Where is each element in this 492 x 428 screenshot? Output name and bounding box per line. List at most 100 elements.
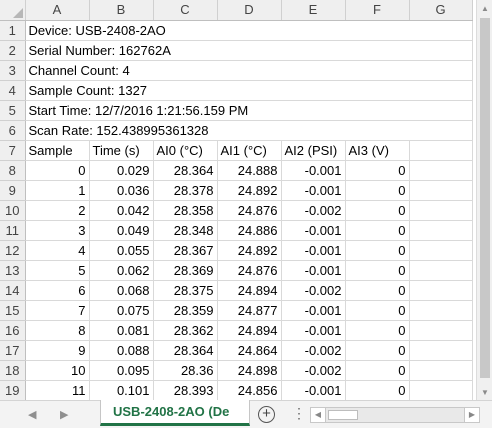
column-header-f[interactable]: F: [345, 0, 410, 21]
cell[interactable]: 4: [25, 240, 90, 261]
cell[interactable]: 0.029: [89, 160, 154, 181]
row-header[interactable]: 7: [0, 140, 26, 161]
cell[interactable]: 0: [345, 380, 410, 400]
cell[interactable]: -0.002: [281, 200, 346, 221]
cell[interactable]: 24.876: [217, 200, 282, 221]
cell[interactable]: 24.877: [217, 300, 282, 321]
horizontal-scroll-track[interactable]: [326, 407, 464, 423]
cell[interactable]: 0: [345, 320, 410, 341]
row-header[interactable]: 18: [0, 360, 26, 381]
cell[interactable]: -0.001: [281, 180, 346, 201]
cell[interactable]: [345, 40, 409, 61]
cell[interactable]: 28.364: [153, 160, 218, 181]
row-header[interactable]: 4: [0, 80, 26, 101]
cell[interactable]: -0.001: [281, 320, 346, 341]
cell[interactable]: 28.36: [153, 360, 218, 381]
worksheet-table[interactable]: A B C D E F G 1 Device: USB-2408-2AO 2 Seri…: [0, 0, 473, 400]
cell[interactable]: [409, 160, 473, 181]
cell[interactable]: [345, 20, 409, 41]
cell[interactable]: 0: [25, 160, 90, 181]
cell[interactable]: [409, 20, 473, 41]
cell[interactable]: [281, 60, 345, 81]
cell[interactable]: 0: [345, 260, 410, 281]
cell[interactable]: [409, 120, 473, 141]
cell[interactable]: 0.081: [89, 320, 154, 341]
cell[interactable]: 0.075: [89, 300, 154, 321]
cell[interactable]: Device: USB-2408-2AO: [25, 20, 166, 41]
cell[interactable]: 28.348: [153, 220, 218, 241]
column-header-c[interactable]: C: [153, 0, 218, 21]
column-title-cell[interactable]: AI1 (°C): [217, 140, 282, 161]
row-header[interactable]: 16: [0, 320, 26, 341]
cell[interactable]: 0.049: [89, 220, 154, 241]
cell[interactable]: 24.864: [217, 340, 282, 361]
horizontal-scroll-thumb[interactable]: [328, 410, 358, 420]
cell[interactable]: [281, 100, 345, 121]
cell[interactable]: -0.001: [281, 240, 346, 261]
cell[interactable]: 0: [345, 180, 410, 201]
column-title-cell[interactable]: AI2 (PSI): [281, 140, 346, 161]
scroll-down-icon[interactable]: ▼: [481, 387, 489, 397]
horizontal-scrollbar[interactable]: ◀ ▶: [310, 407, 480, 423]
add-sheet-icon[interactable]: +: [258, 406, 275, 423]
cell[interactable]: 0.036: [89, 180, 154, 201]
cell[interactable]: 24.888: [217, 160, 282, 181]
row-header[interactable]: 6: [0, 120, 26, 141]
cell[interactable]: [217, 40, 281, 61]
cell[interactable]: [409, 260, 473, 281]
cell[interactable]: [153, 120, 217, 141]
cell[interactable]: [345, 100, 409, 121]
cell[interactable]: 0.042: [89, 200, 154, 221]
cell[interactable]: 6: [25, 280, 90, 301]
row-header[interactable]: 15: [0, 300, 26, 321]
cell[interactable]: 28.367: [153, 240, 218, 261]
cell[interactable]: 28.375: [153, 280, 218, 301]
cell[interactable]: 3: [25, 220, 90, 241]
cell[interactable]: [89, 40, 153, 61]
cell[interactable]: 0.055: [89, 240, 154, 261]
row-header[interactable]: 12: [0, 240, 26, 261]
cell[interactable]: [281, 120, 345, 141]
column-header-d[interactable]: D: [217, 0, 282, 21]
cell[interactable]: 24.898: [217, 360, 282, 381]
cell[interactable]: 24.894: [217, 320, 282, 341]
cell[interactable]: [153, 80, 217, 101]
cell[interactable]: 0: [345, 360, 410, 381]
cell[interactable]: [409, 340, 473, 361]
scroll-right-icon[interactable]: ▶: [464, 407, 480, 423]
row-header[interactable]: 19: [0, 380, 26, 400]
cell[interactable]: [409, 280, 473, 301]
cell[interactable]: 24.876: [217, 260, 282, 281]
cell[interactable]: [89, 100, 153, 121]
scroll-left-icon[interactable]: ◀: [310, 407, 326, 423]
cell[interactable]: [89, 80, 153, 101]
cell[interactable]: -0.002: [281, 360, 346, 381]
cell[interactable]: [345, 80, 409, 101]
cell[interactable]: [89, 20, 153, 41]
cell[interactable]: 0: [345, 220, 410, 241]
cell[interactable]: Sample Count: 1327: [25, 80, 147, 101]
cell[interactable]: [89, 120, 153, 141]
cell[interactable]: [153, 60, 217, 81]
cell[interactable]: 24.892: [217, 240, 282, 261]
column-title-cell[interactable]: AI0 (°C): [153, 140, 218, 161]
row-header[interactable]: 17: [0, 340, 26, 361]
cell[interactable]: [409, 200, 473, 221]
cell[interactable]: [409, 220, 473, 241]
cell[interactable]: [153, 20, 217, 41]
cell[interactable]: [217, 100, 281, 121]
cell[interactable]: 28.364: [153, 340, 218, 361]
cell[interactable]: [153, 100, 217, 121]
cell[interactable]: Channel Count: 4: [25, 60, 130, 81]
cell[interactable]: [409, 240, 473, 261]
cell[interactable]: [409, 100, 473, 121]
row-header[interactable]: 14: [0, 280, 26, 301]
cell[interactable]: 0: [345, 160, 410, 181]
cell[interactable]: 2: [25, 200, 90, 221]
vertical-scroll-thumb[interactable]: [480, 18, 490, 378]
cell[interactable]: [281, 40, 345, 61]
cell[interactable]: Scan Rate: 152.438995361328: [25, 120, 209, 141]
row-header[interactable]: 1: [0, 20, 26, 41]
cell[interactable]: 0: [345, 200, 410, 221]
column-header-b[interactable]: B: [89, 0, 154, 21]
